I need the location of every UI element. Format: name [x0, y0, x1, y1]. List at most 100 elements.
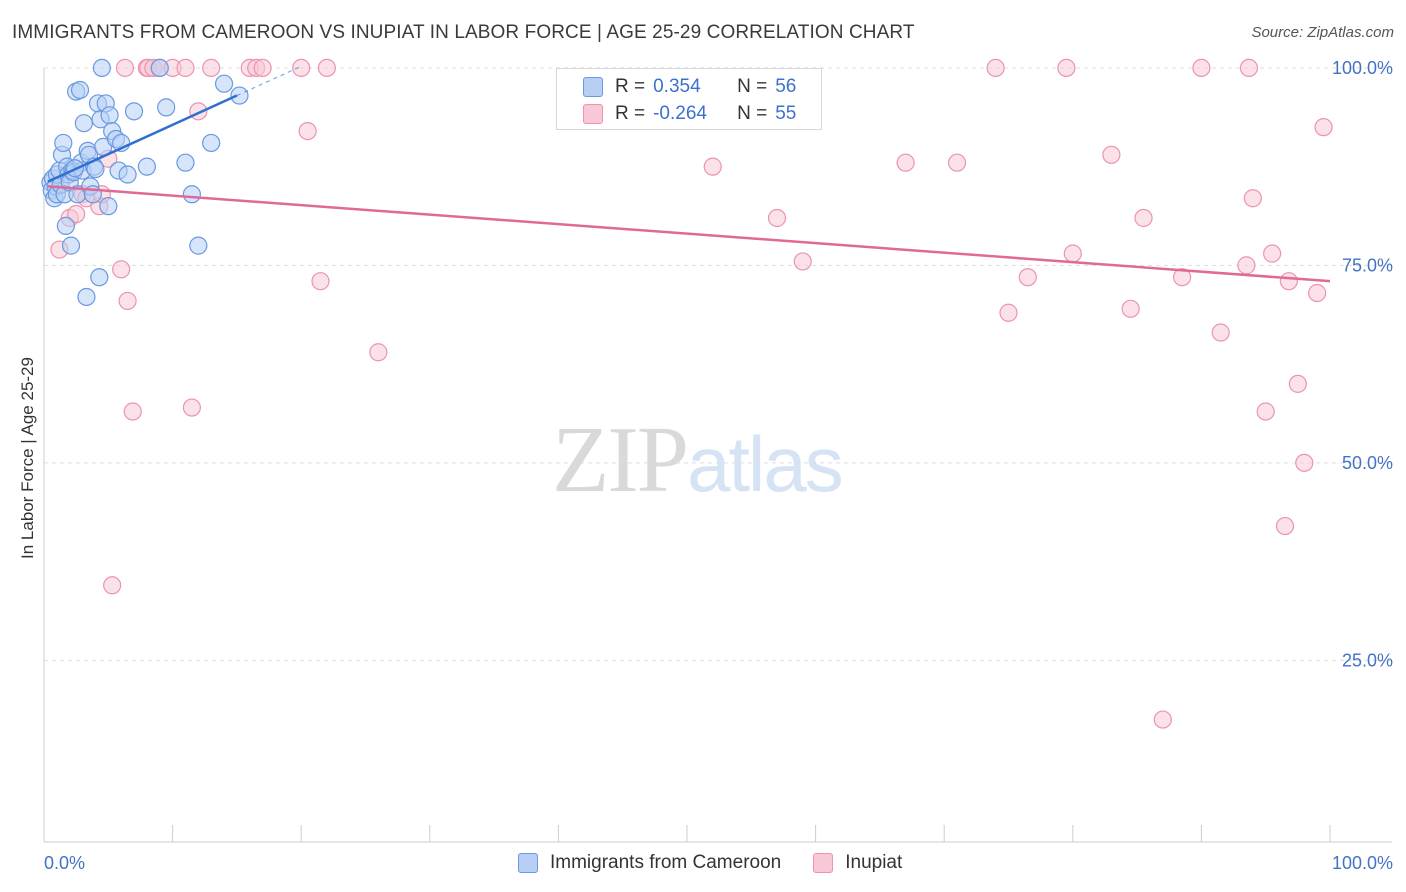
- y-tick-label: 100.0%: [1332, 58, 1393, 78]
- cameroon-point: [137, 157, 156, 176]
- legend-item-cameroon[interactable]: Immigrants from Cameroon: [518, 852, 781, 874]
- legend-n-value: 55: [775, 103, 797, 124]
- cameroon-point: [150, 58, 169, 77]
- inupiat-point: [1057, 58, 1076, 77]
- legend-label-cameroon: Immigrants from Cameroon: [550, 852, 782, 873]
- y-tick-label: 75.0%: [1342, 255, 1393, 275]
- cameroon-point: [92, 58, 111, 77]
- inupiat-point: [1275, 516, 1295, 536]
- series-legend: Immigrants from Cameroon Inupiat: [518, 852, 934, 874]
- inupiat-point: [1018, 268, 1037, 287]
- legend-n-value: 56: [775, 76, 797, 97]
- cameroon-trend-extension: [236, 65, 302, 97]
- inupiat-point: [253, 58, 272, 77]
- inupiat-point: [1134, 208, 1153, 228]
- inupiat-point: [1121, 299, 1140, 318]
- legend-label-inupiat: Inupiat: [845, 852, 903, 873]
- inupiat-point: [1192, 58, 1211, 77]
- legend-n-label: N =: [737, 76, 768, 97]
- legend-swatch-pink: [813, 853, 834, 873]
- axes: [43, 68, 1392, 843]
- cameroon-point: [118, 165, 137, 184]
- inupiat-point: [1288, 374, 1307, 393]
- inupiat-point: [1153, 710, 1172, 729]
- legend-swatch-blue: [583, 77, 603, 97]
- inupiat-point: [1308, 283, 1327, 303]
- legend-r-value: -0.264: [653, 103, 707, 124]
- inupiat-point: [369, 343, 388, 362]
- inupiat-point: [1239, 58, 1259, 77]
- inupiat-point: [311, 272, 330, 291]
- cameroon-point: [202, 133, 221, 153]
- inupiat-point: [317, 58, 337, 77]
- cameroon-point: [61, 236, 81, 255]
- inupiat-point: [67, 204, 86, 224]
- inupiat-point: [182, 398, 201, 417]
- series-immigrants-from-cameroon: [41, 58, 249, 307]
- inupiat-point: [123, 402, 142, 421]
- inupiat-point: [1279, 272, 1298, 291]
- inupiat-point: [1243, 189, 1262, 208]
- inupiat-point: [986, 58, 1005, 77]
- chart-title: IMMIGRANTS FROM CAMEROON VS INUPIAT IN L…: [12, 22, 915, 43]
- gridlines: [44, 67, 1392, 661]
- cameroon-point: [189, 236, 208, 255]
- y-tick-label: 25.0%: [1342, 650, 1393, 670]
- inupiat-point: [115, 58, 135, 77]
- inupiat-point: [1256, 402, 1275, 421]
- inupiat-point: [292, 58, 311, 77]
- cameroon-point: [99, 197, 118, 216]
- legend-r-label: R =: [615, 103, 646, 124]
- inupiat-point: [176, 58, 195, 77]
- watermark-zip: ZIP: [552, 408, 689, 512]
- inupiat-point: [1263, 244, 1282, 263]
- inupiat-point: [1295, 453, 1314, 472]
- x-tick-label: 0.0%: [44, 853, 85, 873]
- inupiat-point: [118, 291, 137, 311]
- inupiat-point: [202, 58, 221, 77]
- inupiat-point: [1237, 256, 1256, 275]
- x-tick-label: 100.0%: [1332, 853, 1393, 873]
- legend-swatch-blue: [518, 853, 538, 873]
- inupiat-point: [103, 576, 122, 595]
- inupiat-point: [767, 208, 787, 228]
- inupiat-point: [1173, 268, 1192, 287]
- chart-source: Source: ZipAtlas.com: [1251, 24, 1394, 41]
- correlation-legend: R = 0.354 N = 56 R = -0.264 N = 55: [556, 68, 822, 130]
- series-inupiat: [50, 58, 1333, 729]
- cameroon-point: [214, 74, 234, 93]
- inupiat-point: [1102, 145, 1121, 164]
- cameroon-point: [176, 153, 195, 172]
- cameroon-point: [182, 185, 201, 204]
- inupiat-trend-line: [47, 185, 1331, 283]
- inupiat-point: [112, 260, 131, 279]
- legend-r-label: R =: [615, 76, 646, 97]
- cameroon-point: [54, 133, 73, 153]
- legend-row-inupiat: R = -0.264 N = 55: [583, 102, 796, 126]
- inupiat-point: [1314, 118, 1333, 137]
- cameroon-point: [90, 268, 109, 287]
- cameroon-point: [56, 216, 75, 235]
- y-tick-label: 50.0%: [1342, 453, 1393, 473]
- watermark: ZIPatlas: [552, 405, 844, 514]
- legend-r-value: 0.354: [653, 76, 701, 97]
- legend-n-label: N =: [737, 103, 768, 124]
- inupiat-point: [298, 121, 317, 141]
- cameroon-point: [74, 114, 93, 133]
- cameroon-point: [124, 102, 144, 121]
- cameroon-point: [230, 86, 249, 105]
- inupiat-point: [1211, 323, 1230, 342]
- cameroon-point: [100, 106, 119, 125]
- watermark-atlas: atlas: [687, 420, 844, 508]
- legend-item-inupiat[interactable]: Inupiat: [813, 852, 902, 874]
- cameroon-point: [77, 287, 96, 307]
- inupiat-point: [703, 157, 722, 176]
- cameroon-point: [157, 98, 176, 117]
- inupiat-point: [999, 303, 1018, 322]
- legend-row-cameroon: R = 0.354 N = 56: [583, 75, 796, 99]
- y-axis-label: In Labor Force | Age 25-29: [18, 357, 37, 559]
- inupiat-point: [947, 153, 967, 172]
- legend-swatch-pink: [583, 104, 603, 124]
